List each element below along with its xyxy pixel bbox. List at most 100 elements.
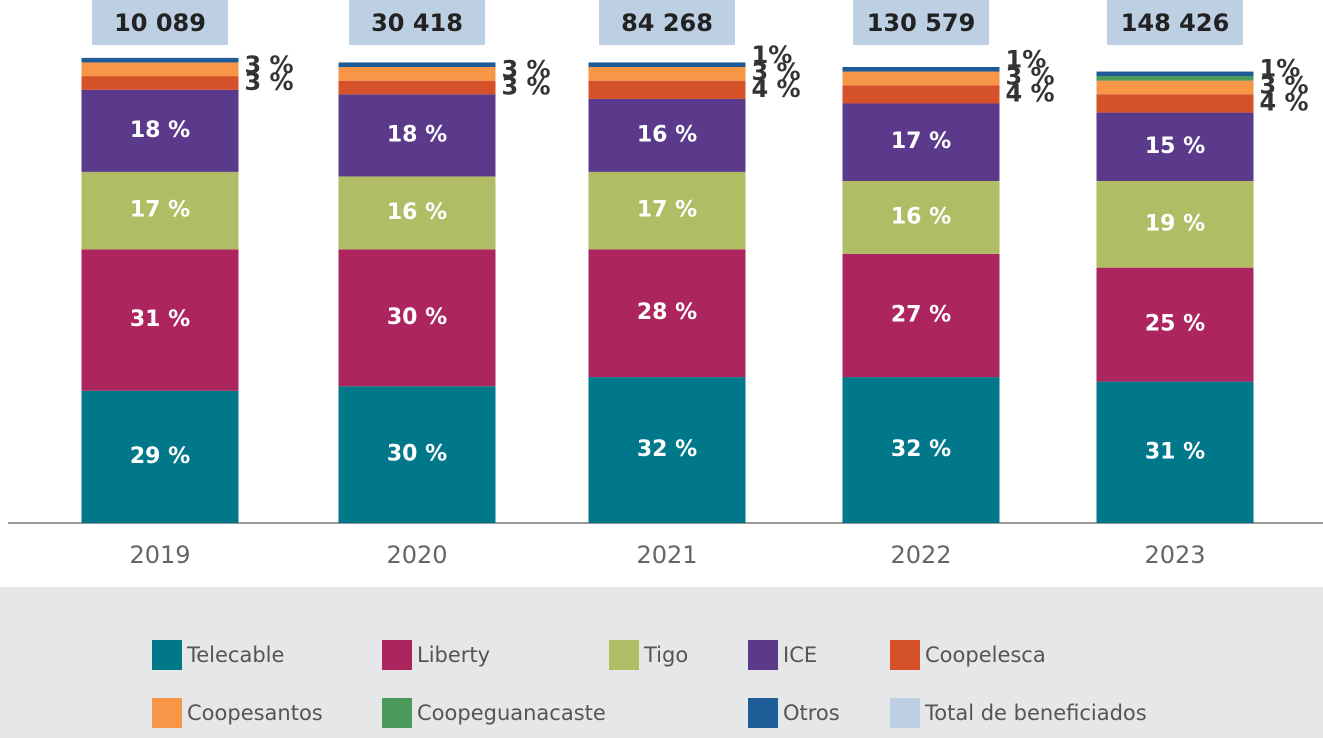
total-box: [853, 0, 989, 45]
legend-background: [0, 587, 1323, 738]
legend-swatch: [748, 698, 778, 728]
data-label: 3 %: [1006, 62, 1055, 90]
legend-swatch: [748, 640, 778, 670]
data-label: 3 %: [245, 68, 294, 96]
data-label: 25 %: [1145, 312, 1205, 337]
data-label: 16 %: [637, 122, 697, 147]
legend-swatch: [890, 698, 920, 728]
x-tick-label: 2021: [636, 541, 697, 569]
legend-label: Total de beneficiados: [924, 701, 1147, 725]
bar-segment: [338, 62, 496, 67]
total-label: 130 579: [867, 9, 976, 37]
data-label: 31 %: [130, 307, 190, 332]
data-label: 31 %: [1145, 439, 1205, 464]
bar-segment: [1096, 94, 1254, 113]
legend-label: Otros: [783, 701, 840, 725]
total-box: [92, 0, 228, 45]
bar-segment: [842, 85, 1000, 104]
bar-segment: [338, 67, 496, 81]
bar-segment: [588, 80, 746, 99]
x-tick-label: 2022: [890, 541, 951, 569]
bar-segment: [338, 386, 496, 523]
bar-segment: [81, 89, 239, 172]
data-label: 4 %: [1006, 79, 1055, 107]
total-box: [1107, 0, 1243, 45]
legend-label: Tigo: [643, 643, 688, 667]
x-tick-label: 2020: [386, 541, 447, 569]
bar-segment: [842, 181, 1000, 254]
data-label: 32 %: [637, 437, 697, 462]
bar-segment: [81, 62, 239, 77]
total-box: [349, 0, 485, 45]
legend-swatch: [609, 640, 639, 670]
data-label: 28 %: [637, 300, 697, 325]
bar-segment: [81, 171, 239, 250]
data-label: 27 %: [891, 303, 951, 328]
bar-segment: [588, 377, 746, 523]
total-label: 84 268: [621, 9, 713, 37]
data-label: 1%: [752, 41, 793, 69]
bar-segment: [588, 67, 746, 81]
data-label: 32 %: [891, 437, 951, 462]
bar-segment: [81, 76, 239, 90]
bar-segment: [588, 62, 746, 67]
legend-label: ICE: [783, 643, 817, 667]
bar-segment: [81, 57, 239, 63]
bar-segment: [588, 171, 746, 250]
legend-swatch: [382, 698, 412, 728]
bar-segment: [1096, 112, 1254, 181]
bar-segment: [1096, 381, 1254, 523]
bar-segment: [81, 249, 239, 391]
data-label: 17 %: [637, 198, 697, 223]
x-tick-label: 2023: [1144, 541, 1205, 569]
data-label: 30 %: [387, 305, 447, 330]
data-label: 19 %: [1145, 211, 1205, 236]
bar-segment: [1096, 76, 1254, 81]
legend-label: Coopesantos: [187, 701, 323, 725]
legend-swatch: [152, 698, 182, 728]
legend-label: Coopeguanacaste: [417, 701, 606, 725]
total-label: 30 418: [371, 9, 463, 37]
total-label: 10 089: [114, 9, 206, 37]
legend-label: Coopelesca: [925, 643, 1046, 667]
data-label: 1%: [1006, 45, 1047, 73]
bar-segment: [588, 249, 746, 378]
data-label: 17 %: [891, 129, 951, 154]
data-label: 29 %: [130, 444, 190, 469]
bar-segment: [338, 94, 496, 177]
data-label: 16 %: [891, 204, 951, 229]
bar-segment: [842, 377, 1000, 523]
total-box: [599, 0, 735, 45]
data-label: 18 %: [387, 122, 447, 147]
bar-segment: [588, 98, 746, 172]
data-label: 16 %: [387, 200, 447, 225]
data-label: 3 %: [502, 73, 551, 101]
data-label: 30 %: [387, 442, 447, 467]
data-label: 4 %: [752, 75, 801, 103]
bar-segment: [1096, 71, 1254, 77]
legend-swatch: [890, 640, 920, 670]
bar-segment: [842, 71, 1000, 86]
bar-segment: [842, 253, 1000, 378]
data-label: 4 %: [1260, 88, 1309, 116]
bar-segment: [1096, 80, 1254, 95]
data-label: 1%: [1260, 54, 1301, 82]
legend-label: Liberty: [417, 643, 490, 667]
bar-segment: [338, 176, 496, 250]
data-label: 15 %: [1145, 134, 1205, 159]
legend-swatch: [382, 640, 412, 670]
data-label: 3 %: [245, 51, 294, 79]
legend-swatch: [152, 640, 182, 670]
total-label: 148 426: [1121, 9, 1230, 37]
data-label: 17 %: [130, 198, 190, 223]
data-label: 3 %: [752, 58, 801, 86]
bar-segment: [1096, 181, 1254, 268]
bar-segment: [1096, 267, 1254, 382]
data-label: 3 %: [1260, 71, 1309, 99]
data-label: 3 %: [502, 56, 551, 84]
x-tick-label: 2019: [129, 541, 190, 569]
bar-segment: [842, 67, 1000, 72]
bar-segment: [338, 249, 496, 387]
bar-segment: [81, 390, 239, 523]
